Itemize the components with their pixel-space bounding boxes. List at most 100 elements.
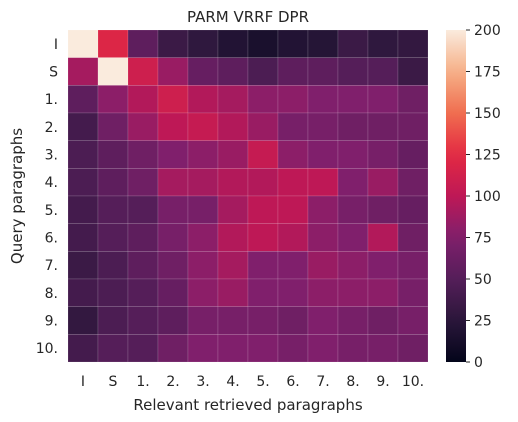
- x-tick-label: 4.: [226, 374, 239, 390]
- heatmap-cell: [157, 195, 189, 224]
- heatmap-cell: [97, 306, 129, 335]
- heatmap-cell: [127, 278, 159, 307]
- heatmap-cell: [187, 140, 219, 169]
- heatmap-cell: [277, 168, 309, 197]
- heatmap-cell: [187, 306, 219, 335]
- heatmap-cell: [337, 278, 369, 307]
- heatmap-cell: [67, 85, 99, 114]
- heatmap-cell: [247, 195, 279, 224]
- heatmap-cell: [127, 85, 159, 114]
- heatmap-cell: [367, 334, 399, 363]
- heatmap-cell: [127, 334, 159, 363]
- heatmap-cell: [217, 140, 249, 169]
- heatmap-cell: [187, 112, 219, 141]
- heatmap-cell: [67, 306, 99, 335]
- heatmap-cell: [127, 168, 159, 197]
- heatmap-cell: [307, 29, 339, 58]
- heatmap-cell: [397, 168, 429, 197]
- heatmap-cell: [187, 251, 219, 280]
- y-tick-label: 10.: [36, 341, 58, 357]
- heatmap-cell: [307, 278, 339, 307]
- heatmap-cell: [277, 223, 309, 252]
- heatmap-cell: [187, 85, 219, 114]
- heatmap-cell: [367, 140, 399, 169]
- heatmap-cell: [157, 57, 189, 86]
- heatmap-cell: [157, 334, 189, 363]
- heatmap-cell: [217, 251, 249, 280]
- y-tick-label: 4.: [45, 175, 58, 191]
- heatmap-cell: [97, 223, 129, 252]
- heatmap-cell: [217, 195, 249, 224]
- y-tick-label: 1.: [45, 92, 58, 108]
- heatmap-cell: [97, 334, 129, 363]
- heatmap-cell: [307, 251, 339, 280]
- heatmap-cell: [277, 251, 309, 280]
- heatmap-cell: [67, 334, 99, 363]
- heatmap-cell: [247, 85, 279, 114]
- heatmap-cell: [67, 223, 99, 252]
- x-tick-label: 3.: [196, 374, 209, 390]
- heatmap-cell: [67, 112, 99, 141]
- heatmap-cell: [397, 195, 429, 224]
- heatmap-cell: [337, 251, 369, 280]
- heatmap-cell: [307, 195, 339, 224]
- heatmap-cell: [367, 195, 399, 224]
- colorbar-tick-label: 100: [474, 189, 501, 205]
- heatmap-cell: [217, 85, 249, 114]
- y-tick-label: 3.: [45, 148, 58, 164]
- heatmap-cell: [217, 306, 249, 335]
- heatmap-cell: [397, 29, 429, 58]
- heatmap-cell: [367, 168, 399, 197]
- heatmap-cell: [277, 278, 309, 307]
- y-tick-label: 8.: [45, 286, 58, 302]
- heatmap-cell: [397, 334, 429, 363]
- heatmap-cell: [67, 57, 99, 86]
- heatmap-cell: [127, 112, 159, 141]
- heatmap-cell: [397, 306, 429, 335]
- heatmap-cell: [337, 29, 369, 58]
- colorbar-tick-label: 75: [474, 231, 492, 247]
- x-tick-label: 6.: [286, 374, 299, 390]
- heatmap-cell: [367, 85, 399, 114]
- heatmap-cell: [187, 29, 219, 58]
- colorbar-tick-labels: 0 25 50 75 100 125 150 175 200: [466, 23, 501, 371]
- x-tick-label: S: [109, 374, 118, 390]
- x-tick-label: 1.: [136, 374, 149, 390]
- heatmap-cell: [307, 140, 339, 169]
- heatmap-cell: [247, 251, 279, 280]
- heatmap-cell: [67, 140, 99, 169]
- heatmap-cell: [397, 278, 429, 307]
- heatmap-cell: [337, 112, 369, 141]
- heatmap-cell: [187, 278, 219, 307]
- heatmap-cell: [247, 57, 279, 86]
- heatmap-cell: [337, 85, 369, 114]
- heatmap-cell: [277, 112, 309, 141]
- heatmap-cell: [277, 57, 309, 86]
- colorbar-tick-label: 0: [474, 355, 483, 371]
- heatmap-cell: [397, 57, 429, 86]
- heatmap-cell: [217, 223, 249, 252]
- heatmap-cell: [367, 306, 399, 335]
- heatmap-cell: [97, 85, 129, 114]
- heatmap-cell: [97, 251, 129, 280]
- heatmap-cell: [157, 223, 189, 252]
- y-tick-label: 9.: [45, 314, 58, 330]
- heatmap-cell: [157, 140, 189, 169]
- heatmap-cell: [247, 306, 279, 335]
- x-tick-label: 5.: [256, 374, 269, 390]
- heatmap-cell: [277, 140, 309, 169]
- heatmap-cell: [97, 29, 129, 58]
- heatmap-cell: [337, 168, 369, 197]
- heatmap-cell: [67, 251, 99, 280]
- y-tick-label: I: [54, 37, 58, 53]
- heatmap-cell: [397, 140, 429, 169]
- heatmap-cell: [247, 112, 279, 141]
- heatmap-cell: [367, 278, 399, 307]
- y-tick-labels: IS 1. 2. 3. 4. 5. 6. 7. 8. 9. 10.: [36, 37, 58, 357]
- heatmap-cell: [187, 223, 219, 252]
- y-tick-label: 5.: [45, 203, 58, 219]
- colorbar-tick-label: 175: [474, 65, 501, 81]
- heatmap-cell: [157, 29, 189, 58]
- heatmap-cell: [337, 57, 369, 86]
